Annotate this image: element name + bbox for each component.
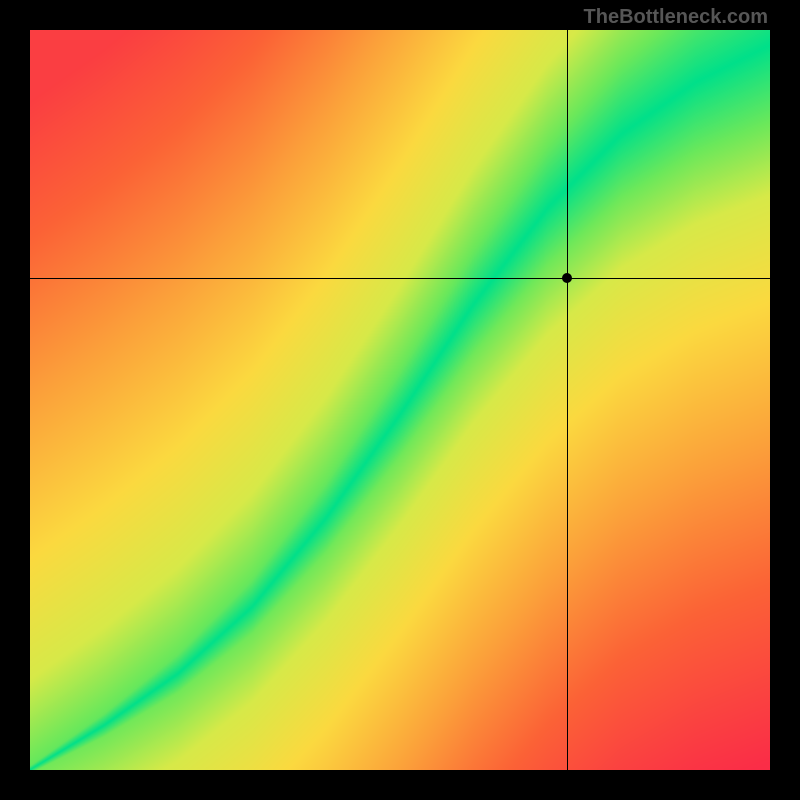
watermark-text: TheBottleneck.com: [584, 6, 768, 29]
plot-area: [30, 30, 770, 770]
crosshair-vertical: [567, 30, 568, 770]
crosshair-horizontal: [30, 278, 770, 279]
crosshair-marker: [562, 273, 572, 283]
heatmap-canvas: [30, 30, 770, 770]
